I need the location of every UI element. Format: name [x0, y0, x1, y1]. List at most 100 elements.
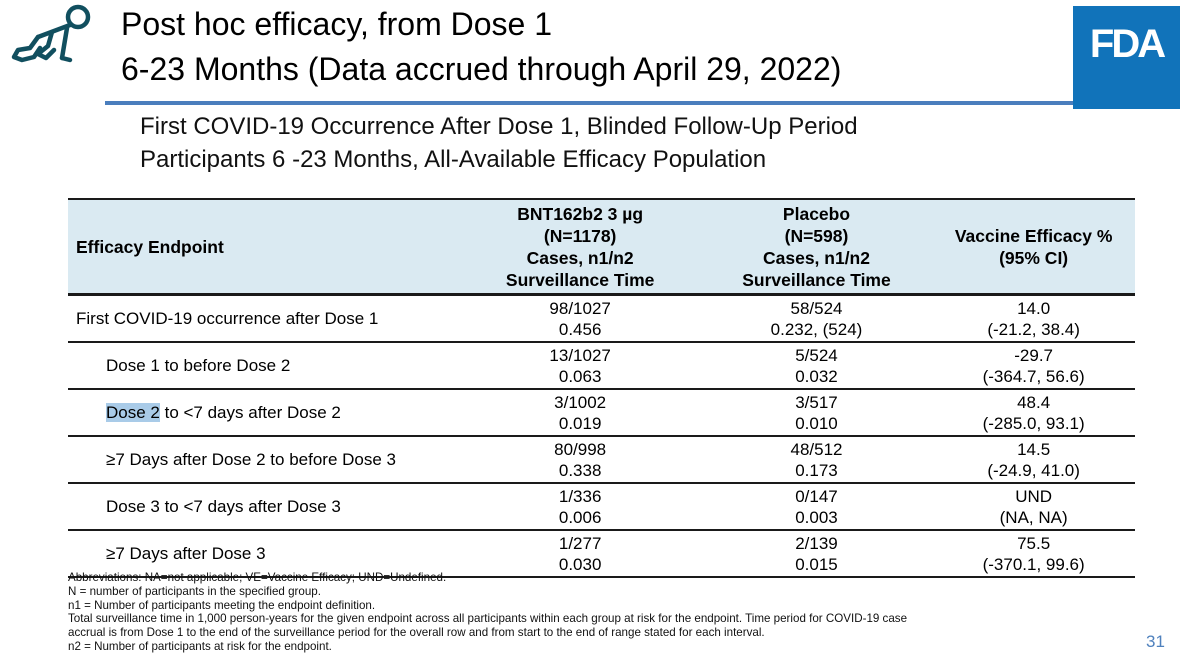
value-cell: 1/277 0.030	[459, 530, 701, 578]
endpoint-cell: ≥7 Days after Dose 2 to before Dose 3	[68, 436, 460, 484]
table-row: First COVID-19 occurrence after Dose 1 98…	[68, 294, 1135, 343]
value-cell: 80/998 0.338	[459, 436, 701, 484]
value-line: (-285.0, 93.1)	[982, 413, 1085, 433]
value-line: 5/524	[795, 345, 838, 365]
value-line: 0.010	[795, 413, 838, 433]
table-row: Dose 2 to <7 days after Dose 2 3/1002 0.01…	[68, 389, 1135, 437]
column-header-vaccine-efficacy: Vaccine Efficacy % (95% CI)	[932, 198, 1135, 296]
value-cell: 13/1027 0.063	[459, 342, 701, 390]
value-line: UND	[1015, 486, 1053, 506]
value-line: 2/139	[795, 533, 838, 553]
table-row: Dose 3 to <7 days after Dose 3 1/336 0.006…	[68, 483, 1135, 531]
footnote-line: n1 = Number of participants meeting the …	[68, 598, 376, 612]
value-line: 0.232, (524)	[770, 319, 863, 339]
caption-line-2: Participants 6 -23 Months, All-Available…	[140, 146, 767, 173]
value-line: 58/524	[790, 298, 843, 318]
caption-line-1: First COVID-19 Occurrence After Dose 1, …	[140, 113, 858, 140]
efficacy-table: Efficacy Endpoint BNT162b2 3 µg (N=1178) C…	[68, 198, 1135, 578]
value-line: 48.4	[1017, 392, 1051, 412]
value-line: 0.015	[795, 554, 838, 574]
value-line: (-364.7, 56.6)	[982, 366, 1085, 386]
table-row: Dose 1 to before Dose 2 13/1027 0.063 5/524…	[68, 342, 1135, 390]
value-cell: 3/1002 0.019	[459, 389, 701, 437]
footnote-line: accrual is from Dose 1 to the end of the…	[68, 626, 765, 640]
highlighted-text: Dose 2	[106, 403, 160, 422]
value-line: 0.063	[558, 366, 602, 386]
value-cell: -29.7 (-364.7, 56.6)	[932, 342, 1135, 390]
header-line: Surveillance Time	[742, 269, 891, 290]
table-row: ≥7 Days after Dose 2 to before Dose 3 80/…	[68, 436, 1135, 484]
value-cell: 48/512 0.173	[700, 436, 933, 484]
fda-logo-text: FDA	[1089, 22, 1166, 66]
value-line: 1/336	[558, 486, 602, 506]
value-line: 0/147	[795, 486, 838, 506]
header-line: Vaccine Efficacy %	[954, 225, 1113, 246]
header-line: (N=1178)	[543, 225, 617, 246]
title-line-1: Post hoc efficacy, from Dose 1	[121, 6, 552, 42]
value-cell: 1/336 0.006	[459, 483, 701, 531]
value-line: 14.5	[1017, 439, 1051, 459]
crawling-baby-icon	[8, 4, 94, 68]
footnote-line: Abbreviations: NA=not applicable; VE=Vac…	[68, 571, 447, 584]
endpoint-text: to <7 days after Dose 2	[159, 403, 341, 422]
column-header-bnt162b2: BNT162b2 3 µg (N=1178) Cases, n1/n2 Surveil…	[459, 198, 701, 296]
value-line: 0.003	[795, 507, 838, 527]
header-line: BNT162b2 3 µg	[517, 203, 644, 224]
value-line: 0.019	[558, 413, 602, 433]
title-underline	[105, 101, 1091, 105]
value-cell: 98/1027 0.456	[459, 294, 701, 343]
value-line: -29.7	[1014, 345, 1053, 365]
value-cell: 2/139 0.015	[700, 530, 933, 578]
value-line: 14.0	[1017, 298, 1051, 318]
header-line: (95% CI)	[999, 247, 1069, 268]
page-title: Post hoc efficacy, from Dose 1 6-23 Mont…	[121, 2, 841, 92]
value-line: 80/998	[554, 439, 607, 459]
endpoint-cell: Dose 2 to <7 days after Dose 2	[68, 389, 460, 437]
value-cell: 48.4 (-285.0, 93.1)	[932, 389, 1135, 437]
endpoint-cell: Dose 1 to before Dose 2	[68, 342, 460, 390]
table-row: ≥7 Days after Dose 3 1/277 0.030 2/139 0.015…	[68, 530, 1135, 578]
value-line: 0.173	[795, 460, 838, 480]
footnote-line: n2 = Number of participants at risk for …	[68, 639, 332, 653]
footnotes: Abbreviations: NA=not applicable; VE=Vac…	[68, 571, 907, 654]
endpoint-text: First COVID-19 occurrence after Dose 1	[76, 309, 379, 328]
column-header-endpoint: Efficacy Endpoint	[68, 198, 460, 296]
fda-logo: FDA	[1073, 6, 1180, 109]
endpoint-text: Dose 3 to <7 days after Dose 3	[106, 497, 341, 516]
value-line: 0.456	[558, 319, 602, 339]
value-line: 75.5	[1017, 533, 1051, 553]
value-line: 3/517	[795, 392, 838, 412]
value-line: 0.006	[558, 507, 602, 527]
endpoint-cell: Dose 3 to <7 days after Dose 3	[68, 483, 460, 531]
header-line: Placebo	[782, 203, 851, 224]
endpoint-cell: ≥7 Days after Dose 3	[68, 530, 460, 578]
value-line: 48/512	[790, 439, 843, 459]
value-line: (-21.2, 38.4)	[987, 319, 1080, 339]
value-cell: 3/517 0.010	[700, 389, 933, 437]
value-cell: 14.0 (-21.2, 38.4)	[932, 294, 1135, 343]
value-line: (NA, NA)	[999, 507, 1068, 527]
value-line: 0.030	[558, 554, 602, 574]
header-line: (N=598)	[784, 225, 849, 246]
header-line: Cases, n1/n2	[526, 247, 634, 268]
header-line: Cases, n1/n2	[762, 247, 870, 268]
value-line: 13/1027	[549, 345, 611, 365]
value-cell: 75.5 (-370.1, 99.6)	[932, 530, 1135, 578]
endpoint-text: Dose 1 to before Dose 2	[106, 356, 291, 375]
endpoint-text: ≥7 Days after Dose 3	[106, 544, 266, 563]
value-line: (-370.1, 99.6)	[982, 554, 1085, 574]
value-cell: UND (NA, NA)	[932, 483, 1135, 531]
column-header-placebo: Placebo (N=598) Cases, n1/n2 Surveillance T…	[700, 198, 933, 296]
value-line: (-24.9, 41.0)	[987, 460, 1080, 480]
endpoint-cell: First COVID-19 occurrence after Dose 1	[68, 294, 460, 343]
value-line: 3/1002	[554, 392, 607, 412]
efficacy-table-wrap: Efficacy Endpoint BNT162b2 3 µg (N=1178) C…	[68, 198, 1135, 578]
value-cell: 5/524 0.032	[700, 342, 933, 390]
page-number: 31	[1146, 632, 1165, 651]
table-header-row: Efficacy Endpoint BNT162b2 3 µg (N=1178) C…	[68, 198, 1135, 296]
title-line-2: 6-23 Months (Data accrued through April …	[121, 51, 842, 87]
value-line: 0.338	[558, 460, 602, 480]
header-line: Surveillance Time	[505, 269, 655, 290]
value-line: 0.032	[795, 366, 838, 386]
